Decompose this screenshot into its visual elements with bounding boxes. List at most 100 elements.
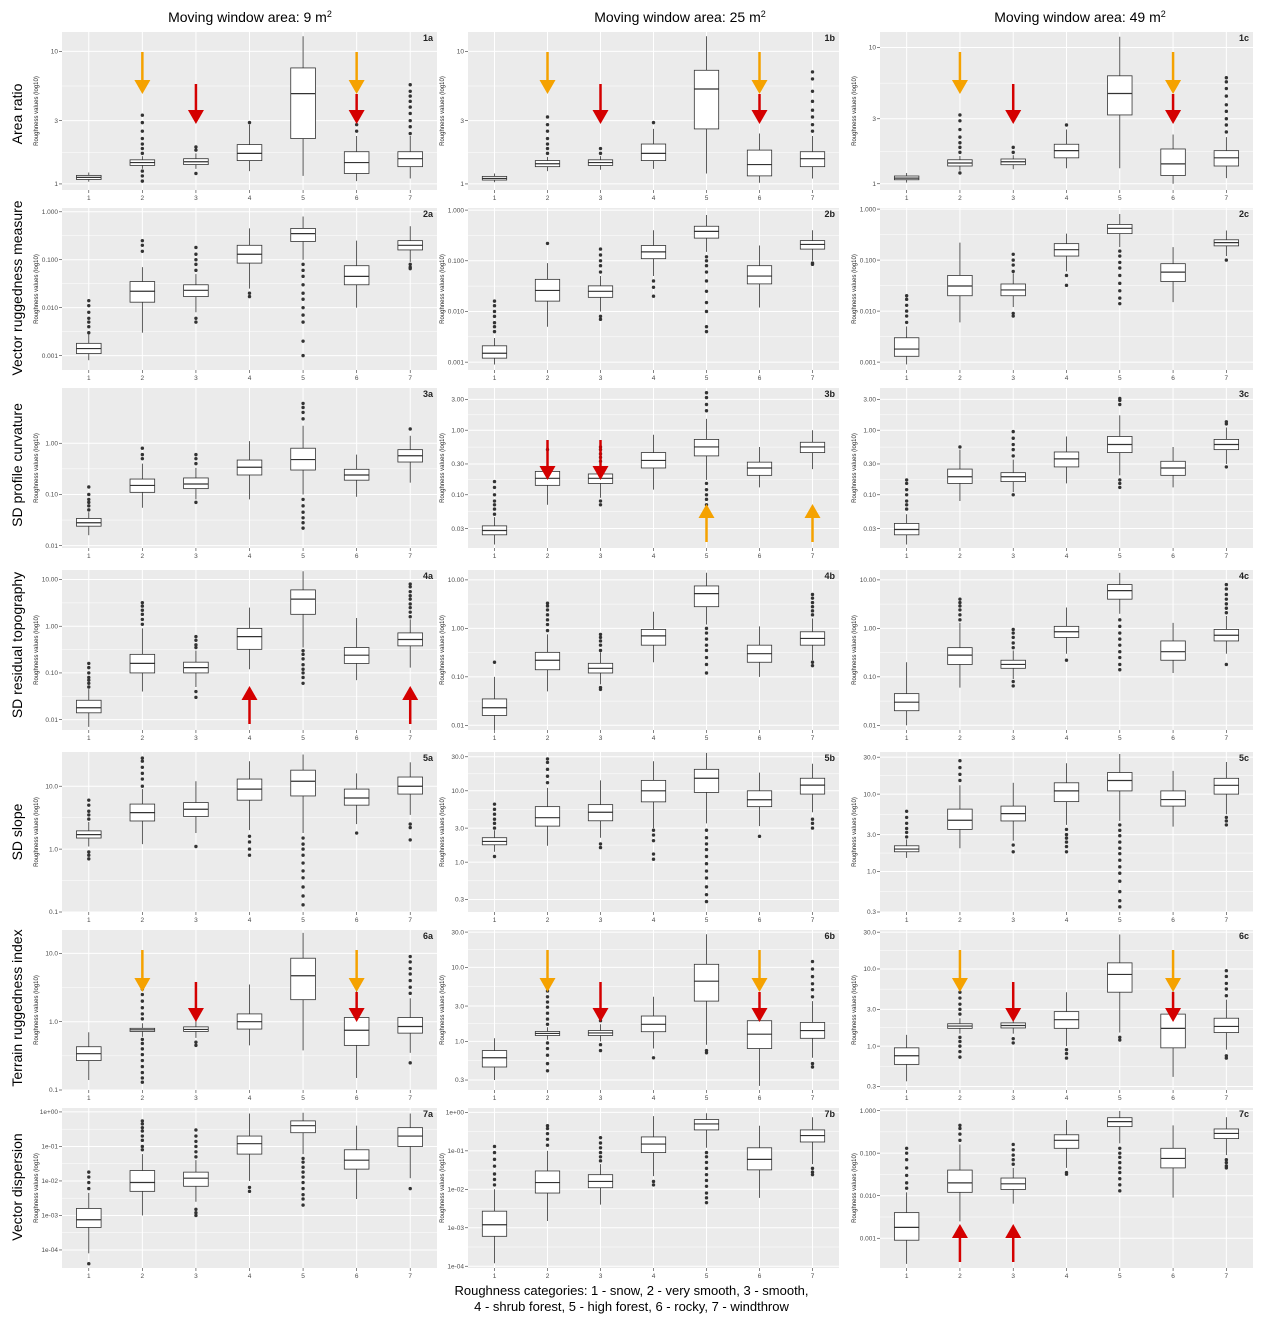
x-tick-label: 3	[194, 195, 198, 202]
y-tick-label: 0.01	[45, 717, 58, 724]
outlier-point	[598, 632, 603, 637]
box-4	[236, 1113, 263, 1194]
box-iqr	[1160, 640, 1186, 661]
x-tick-label: 6	[355, 553, 359, 560]
outlier-point	[140, 622, 145, 627]
outlier-point	[1224, 606, 1229, 610]
x-tick-label: 1	[905, 553, 909, 560]
outlier-point	[598, 1155, 603, 1159]
outlier-point	[1118, 266, 1122, 270]
y-tick-label: 0.10	[863, 674, 876, 681]
outlier-point	[598, 1043, 603, 1047]
arrow-head	[698, 504, 715, 518]
outlier-point	[140, 999, 145, 1003]
box-4	[236, 120, 263, 172]
arrow-head	[134, 80, 151, 94]
box-6	[746, 626, 773, 677]
box-4	[1053, 1120, 1080, 1176]
outlier-point	[87, 853, 91, 857]
box-1	[481, 173, 508, 183]
box-7	[1213, 968, 1240, 1060]
box-3	[1000, 429, 1026, 497]
outlier-point	[651, 852, 656, 856]
y-tick-label: 10.0	[863, 791, 876, 798]
column-title-9: Moving window area: 9 m2	[168, 9, 332, 25]
outlier-point	[87, 671, 91, 675]
outlier-point	[1118, 851, 1122, 856]
outlier-point	[1011, 493, 1015, 497]
y-tick-label: 0.010	[860, 308, 877, 315]
box-7	[1213, 230, 1240, 262]
outlier-point	[545, 1005, 550, 1009]
outlier-point	[545, 1046, 550, 1051]
x-tick-label: 6	[1171, 1273, 1175, 1280]
box-iqr	[947, 808, 973, 830]
outlier-point	[598, 1146, 603, 1150]
arrow-head	[804, 504, 821, 518]
outlier-point	[958, 150, 962, 155]
outlier-point	[87, 803, 91, 807]
x-tick-label: 5	[705, 553, 709, 560]
outlier-point	[1118, 637, 1122, 641]
outlier-point	[598, 499, 603, 503]
box-iqr	[640, 629, 667, 646]
outlier-point	[408, 83, 412, 87]
box-iqr	[746, 149, 773, 177]
outlier-point	[140, 1138, 145, 1143]
x-tick-label: 2	[958, 1273, 962, 1280]
y-tick-label: 30.0	[451, 754, 464, 761]
outlier-point	[1064, 836, 1069, 840]
box-3	[183, 781, 209, 849]
y-axis-title: Roughness values (log10)	[852, 433, 858, 503]
x-tick-label: 1	[87, 553, 91, 560]
box-5	[290, 1112, 316, 1207]
box-3	[1000, 145, 1026, 170]
y-tick-label: 10.0	[45, 951, 58, 958]
y-tick-label: 3.0	[455, 1003, 464, 1010]
outlier-point	[492, 499, 497, 503]
arrow-orange-down	[539, 950, 556, 992]
box-2	[534, 115, 561, 172]
box-1	[893, 662, 920, 726]
box-iqr	[1053, 1134, 1080, 1149]
outlier-point	[140, 765, 145, 769]
box-7	[397, 582, 423, 668]
panel-5c: 0.3 1.0 3.0 10.0 30.0 1 2 3 4 5 6 7 Roughness values…	[852, 752, 1253, 924]
outlier-point	[904, 1186, 909, 1190]
outlier-point	[545, 1137, 550, 1141]
y-tick-label: 1e-01	[41, 1144, 58, 1151]
y-tick-label: 1e-01	[447, 1148, 464, 1155]
box-2	[129, 756, 156, 845]
outlier-point	[140, 142, 145, 146]
box-1	[481, 802, 508, 859]
box-3	[183, 452, 209, 505]
outlier-point	[958, 445, 962, 449]
panel-label: 7a	[423, 1109, 434, 1119]
box-iqr	[1160, 1013, 1186, 1049]
outlier-point	[1011, 1162, 1015, 1166]
outlier-point	[140, 1047, 145, 1051]
y-tick-label: 1.000	[860, 1108, 877, 1115]
outlier-point	[598, 259, 603, 263]
outlier-point	[1118, 260, 1122, 265]
outlier-point	[87, 809, 91, 813]
x-tick-label: 5	[705, 375, 709, 382]
x-tick-label: 7	[408, 1095, 412, 1102]
box-7	[397, 762, 423, 842]
x-tick-label: 7	[1225, 375, 1229, 382]
box-1	[481, 1038, 508, 1081]
outlier-point	[904, 1146, 909, 1150]
x-tick-label: 7	[811, 1273, 815, 1280]
outlier-point	[247, 294, 252, 299]
outlier-point	[301, 297, 305, 301]
outlier-point	[140, 1129, 145, 1133]
outlier-point	[492, 507, 497, 511]
outlier-point	[958, 1035, 962, 1040]
y-tick-label: 0.010	[448, 309, 465, 316]
outlier-point	[1011, 1148, 1015, 1152]
outlier-point	[1011, 252, 1015, 256]
outlier-point	[1118, 281, 1122, 286]
outlier-point	[492, 479, 497, 484]
outlier-point	[1064, 850, 1069, 854]
y-tick-label: 0.10	[451, 492, 464, 499]
